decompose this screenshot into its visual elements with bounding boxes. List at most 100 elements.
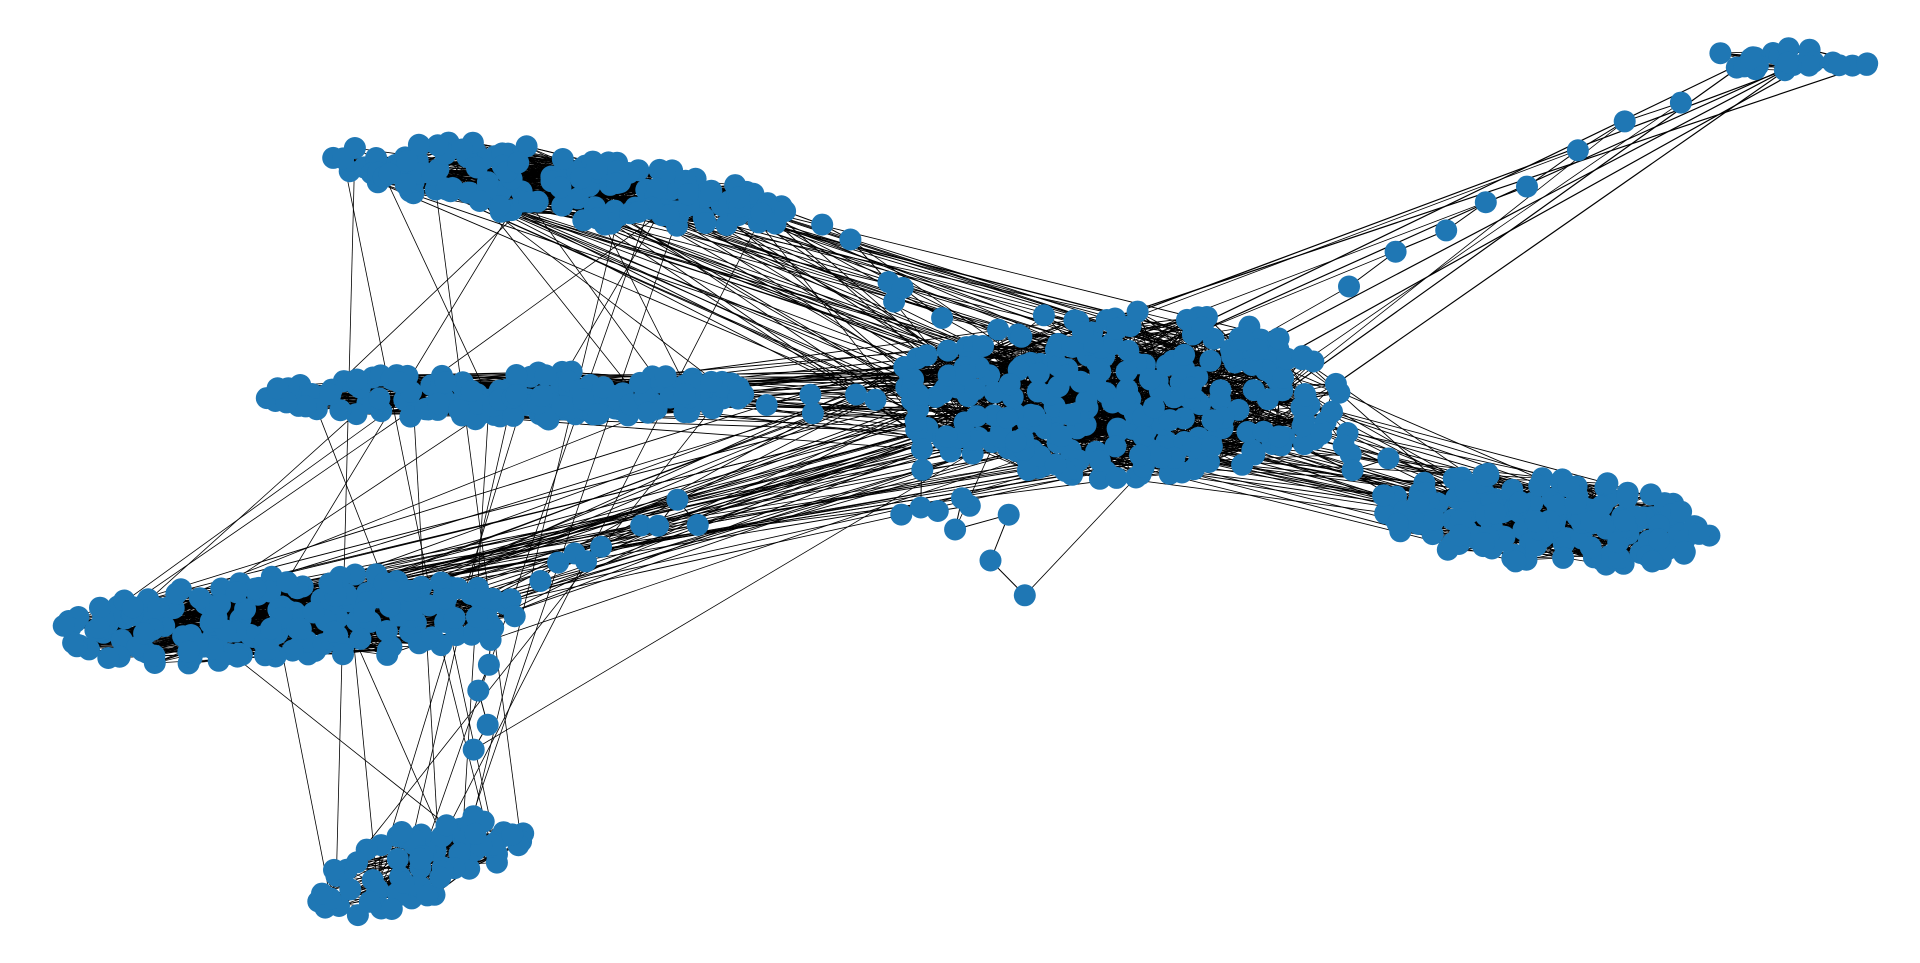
graph-node [728, 186, 751, 209]
graph-node [1126, 300, 1149, 323]
graph-edge [1082, 69, 1786, 333]
graph-node [931, 307, 954, 329]
graph-node [311, 882, 333, 905]
graph-node [323, 620, 346, 643]
graph-node [1294, 384, 1317, 407]
graph-node [276, 571, 299, 594]
graph-node [1525, 534, 1548, 557]
graph-node [375, 620, 398, 642]
graph-node [529, 570, 552, 592]
graph-node [1075, 390, 1098, 413]
graph-node [133, 622, 156, 645]
graph-node [839, 228, 862, 251]
graph-node [585, 157, 608, 180]
graph-node [551, 148, 574, 170]
graph-node [666, 488, 689, 511]
graph-node [390, 821, 413, 843]
graph-node [1516, 175, 1538, 198]
graph-node [1509, 491, 1531, 514]
graph-node [657, 204, 680, 227]
graph-edge [738, 197, 917, 422]
graph-node [147, 597, 170, 620]
graph-node [572, 388, 595, 411]
graph-node [1596, 472, 1619, 495]
graph-node [1310, 423, 1333, 446]
graph-node [1200, 435, 1223, 458]
graph-edge [376, 468, 1194, 575]
graph-edge [342, 158, 442, 646]
graph-node [429, 866, 452, 889]
graph-node [165, 582, 188, 605]
graph-node [1528, 474, 1551, 497]
graph-node [935, 425, 958, 448]
graph-node [398, 579, 421, 602]
graph-node [505, 364, 528, 386]
graph-node [904, 409, 927, 432]
graph-node [1670, 500, 1693, 523]
graph-node [1338, 275, 1360, 298]
graph-node [1256, 388, 1279, 411]
graph-node [1777, 51, 1800, 74]
graph-node [1321, 400, 1343, 423]
graph-node [329, 399, 352, 422]
graph-node [468, 190, 491, 212]
graph-node [700, 370, 723, 393]
graph-node [676, 183, 699, 206]
graph-node [551, 395, 574, 418]
graph-node [1071, 321, 1094, 344]
graph-node [289, 618, 312, 640]
graph-node [396, 150, 419, 172]
graph-node [467, 679, 490, 702]
graph-node [349, 627, 372, 650]
graph-node [647, 514, 670, 537]
graph-node [915, 344, 938, 367]
graph-node [477, 653, 500, 676]
graph-edge [1024, 477, 1137, 596]
graph-node [339, 878, 362, 901]
graph-node [755, 394, 778, 416]
graph-node [353, 600, 376, 623]
graph-edge [221, 418, 476, 589]
graph-node [1373, 484, 1396, 507]
graph-node [1564, 492, 1587, 515]
graph-node [1272, 366, 1294, 389]
graph-node [972, 335, 995, 357]
graph-node [891, 276, 914, 299]
node-layer [52, 37, 1879, 927]
graph-node [570, 167, 593, 189]
graph-node [1004, 430, 1027, 453]
graph-node [1377, 447, 1400, 470]
graph-node [1149, 446, 1172, 469]
graph-node [97, 647, 120, 669]
graph-node [225, 581, 248, 604]
graph-node [996, 406, 1019, 429]
graph-node [729, 380, 751, 403]
graph-node [518, 190, 541, 213]
graph-edge [360, 453, 973, 640]
graph-node [1236, 421, 1259, 443]
graph-node [1669, 91, 1692, 114]
graph-node [507, 151, 530, 174]
graph-node [799, 383, 822, 406]
graph-node [606, 172, 629, 194]
graph-node [936, 339, 959, 362]
graph-node [1673, 540, 1696, 563]
graph-node [226, 645, 249, 668]
graph-node [421, 626, 444, 649]
graph-node [358, 890, 381, 913]
graph-edge [529, 201, 1146, 366]
graph-node [673, 383, 696, 406]
graph-node [515, 135, 538, 158]
graph-node [1293, 433, 1316, 456]
graph-node [501, 823, 524, 846]
graph-node [1557, 475, 1580, 498]
graph-node [926, 500, 949, 522]
graph-edge [850, 239, 1151, 450]
graph-node [381, 580, 404, 603]
graph-node [409, 847, 431, 870]
graph-edge [239, 381, 1081, 584]
graph-node [645, 177, 668, 200]
graph-node [1740, 47, 1763, 70]
graph-node [1291, 415, 1314, 438]
graph-node [1058, 403, 1081, 426]
